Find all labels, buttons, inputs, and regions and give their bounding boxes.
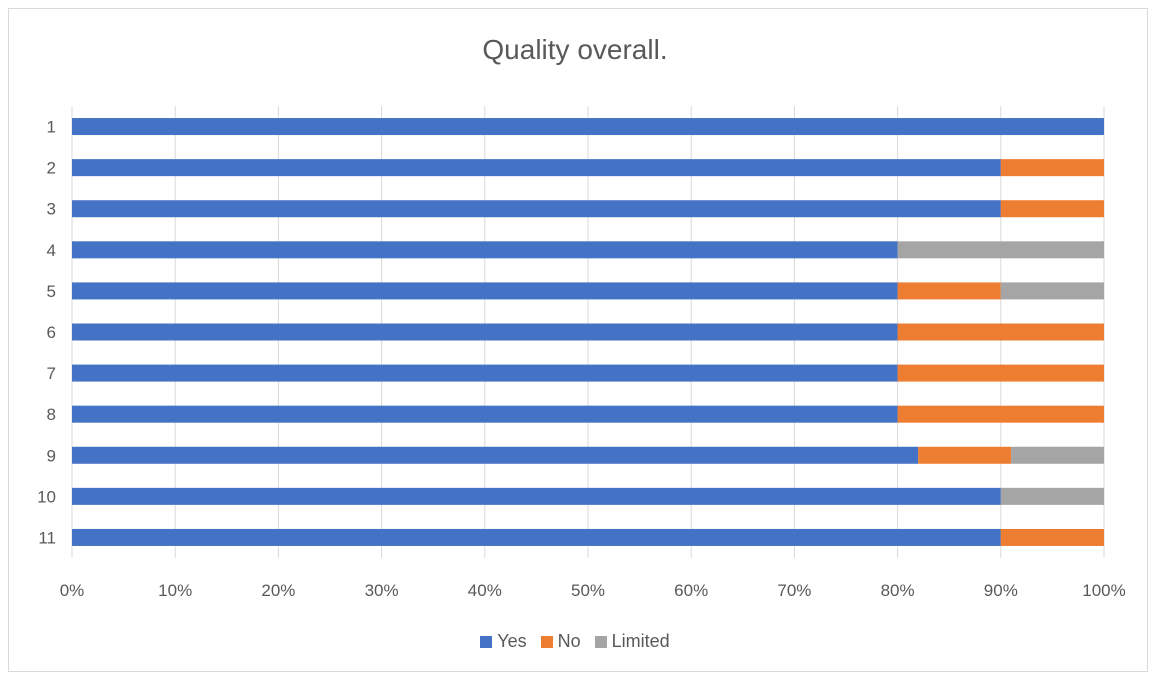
legend-item-no: No [540, 631, 581, 652]
bar-no-3 [1000, 200, 1104, 218]
y-tick-label: 10 [37, 487, 56, 506]
bar-yes-9 [72, 446, 919, 464]
x-tick-label: 70% [777, 581, 811, 600]
y-tick-label: 7 [47, 364, 56, 383]
x-tick-label: 40% [468, 581, 502, 600]
bar-no-8 [897, 405, 1104, 423]
legend-swatch [540, 635, 553, 648]
legend-item-limited: Limited [594, 631, 670, 652]
bar-limited-10 [1000, 487, 1104, 505]
y-tick-label: 8 [47, 405, 56, 424]
legend-swatch [594, 635, 607, 648]
bar-yes-6 [72, 323, 898, 341]
x-tick-label: 80% [881, 581, 915, 600]
y-tick-label: 6 [47, 323, 56, 342]
x-tick-label: 20% [261, 581, 295, 600]
legend-label: Yes [497, 631, 527, 651]
x-tick-label: 30% [365, 581, 399, 600]
x-tick-label: 60% [674, 581, 708, 600]
bar-no-5 [897, 282, 1001, 300]
bar-yes-3 [72, 200, 1001, 218]
legend-label: Limited [611, 631, 670, 651]
legend-item-yes: Yes [480, 631, 527, 652]
legend: Yes No Limited [0, 631, 1150, 652]
y-tick-label: 3 [47, 200, 56, 219]
y-tick-label: 5 [47, 282, 56, 301]
x-tick-label: 50% [571, 581, 605, 600]
bar-yes-7 [72, 364, 898, 382]
bar-limited-5 [1000, 282, 1104, 300]
bar-yes-11 [72, 528, 1001, 546]
bar-limited-4 [897, 241, 1104, 259]
bar-yes-10 [72, 487, 1001, 505]
x-tick-label: 0% [60, 581, 85, 600]
y-tick-label: 2 [47, 159, 56, 178]
legend-swatch [480, 635, 493, 648]
bar-no-7 [897, 364, 1104, 382]
bar-yes-2 [72, 159, 1001, 177]
y-tick-label: 9 [47, 446, 56, 465]
y-tick-label: 11 [38, 528, 56, 547]
chart-title: Quality overall. [482, 34, 668, 65]
x-tick-label: 90% [984, 581, 1018, 600]
bar-no-6 [897, 323, 1104, 341]
bar-yes-1 [72, 118, 1104, 136]
x-tick-label: 10% [158, 581, 192, 600]
bar-yes-5 [72, 282, 898, 300]
bar-yes-8 [72, 405, 898, 423]
x-tick-label: 100% [1082, 581, 1125, 600]
bar-limited-9 [1011, 446, 1104, 464]
bar-no-11 [1000, 528, 1104, 546]
bar-yes-4 [72, 241, 898, 259]
bar-no-9 [918, 446, 1012, 464]
y-tick-label: 1 [47, 118, 56, 137]
bar-no-2 [1000, 159, 1104, 177]
y-tick-label: 4 [47, 241, 56, 260]
legend-label: No [557, 631, 581, 651]
